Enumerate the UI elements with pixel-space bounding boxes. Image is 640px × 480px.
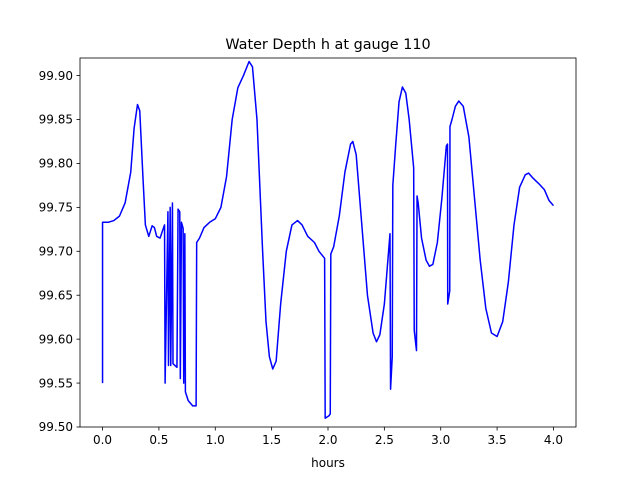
y-tick-label: 99.65 — [39, 288, 73, 302]
x-tick-label: 0.5 — [149, 433, 168, 447]
x-tick-label: 1.0 — [206, 433, 225, 447]
y-tick-label: 99.55 — [39, 376, 73, 390]
x-tick-label: 2.5 — [375, 433, 394, 447]
y-tick-label: 99.90 — [39, 69, 73, 83]
y-tick-label: 99.75 — [39, 201, 73, 215]
chart-title: Water Depth h at gauge 110 — [225, 37, 430, 53]
y-tick-label: 99.70 — [39, 244, 73, 258]
series-line-0 — [101, 60, 555, 419]
y-tick-label: 99.50 — [39, 420, 73, 434]
x-tick-label: 2.0 — [318, 433, 337, 447]
x-tick-label: 3.5 — [488, 433, 507, 447]
y-tick-label: 99.60 — [39, 332, 73, 346]
x-tick-label: 4.0 — [544, 433, 563, 447]
y-axis: 99.50 99.55 99.60 99.65 99.70 99.75 99.80 99.85… — [39, 69, 80, 434]
x-tick-label: 0.0 — [93, 433, 112, 447]
y-tick-label: 99.85 — [39, 113, 73, 127]
x-axis-label: hours — [311, 456, 345, 470]
x-tick-label: 1.5 — [262, 433, 281, 447]
y-tick-label: 99.80 — [39, 157, 73, 171]
x-tick-label: 3.0 — [431, 433, 450, 447]
x-axis: 0.0 0.5 1.0 1.5 2.0 2.5 3.0 3.5 4.0 — [93, 427, 563, 447]
